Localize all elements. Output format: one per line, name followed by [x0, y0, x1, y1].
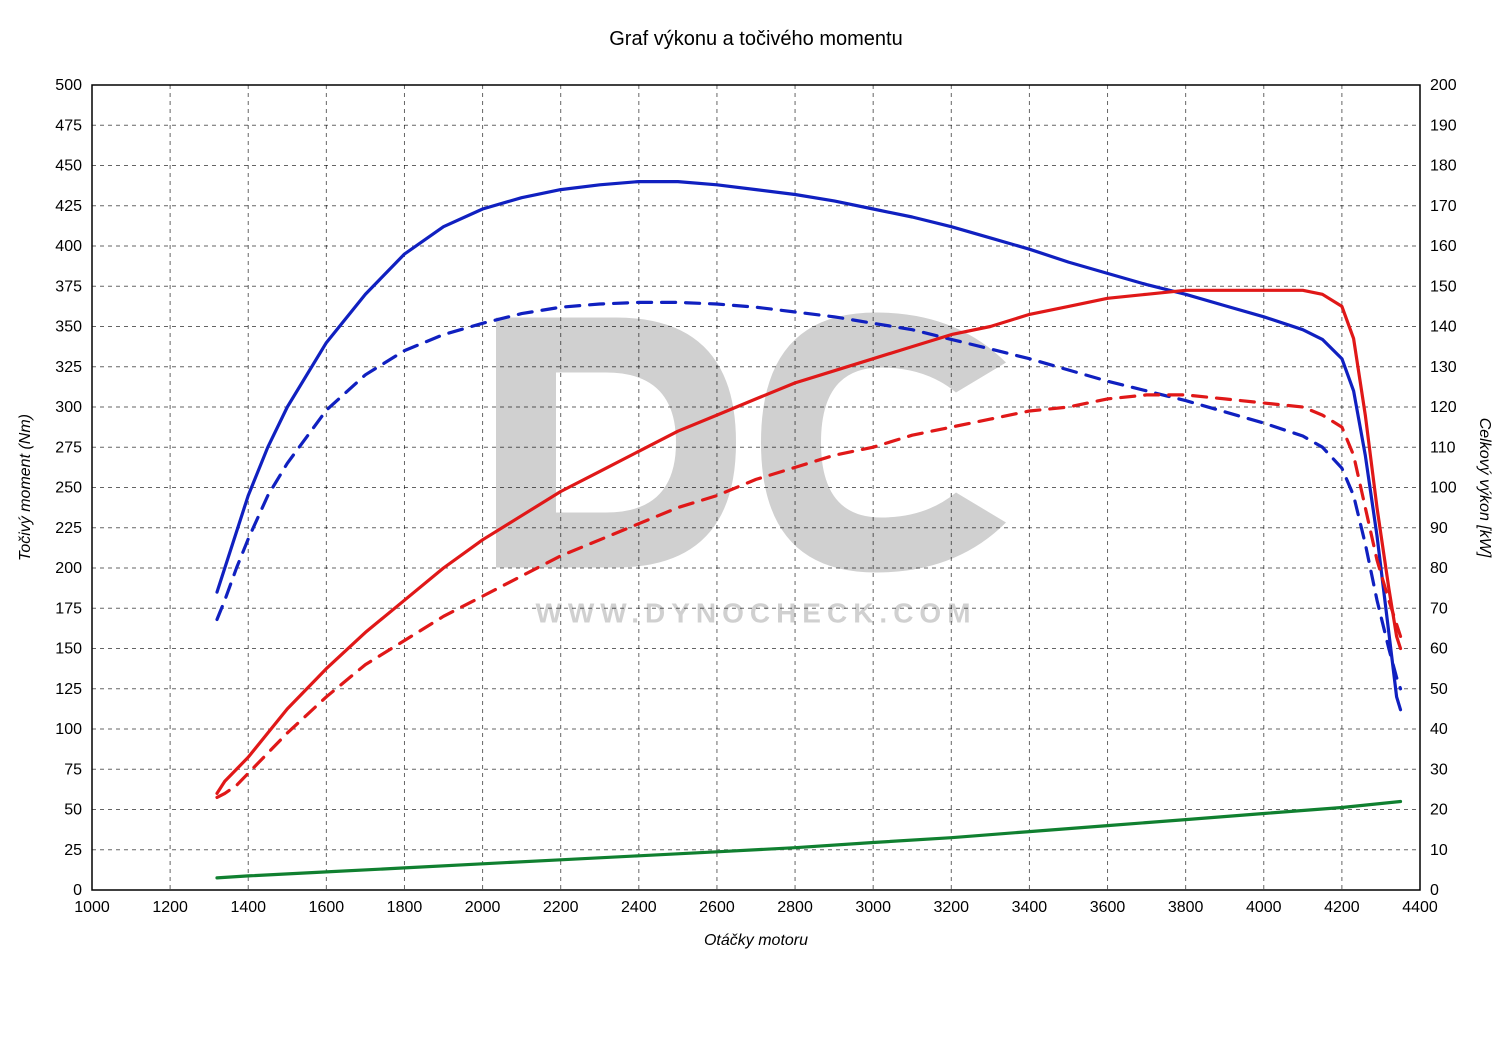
y-right-ticks: 0 10 20 30 40 50 60 70 80 90 100 110 120 130 140 150 160…: [1430, 77, 1457, 899]
y-left-ticks: 0 25 50 75 100 125 150 175 200 225 250 275 300 325 350…: [55, 77, 82, 899]
svg-text:4200: 4200: [1324, 899, 1360, 916]
svg-text:1600: 1600: [309, 899, 345, 916]
svg-text:2800: 2800: [777, 899, 813, 916]
svg-text:WWW.DYNOCHECK.COM: WWW.DYNOCHECK.COM: [535, 598, 976, 629]
svg-text:20: 20: [1430, 802, 1448, 819]
svg-text:0: 0: [1430, 882, 1439, 899]
grid: [92, 85, 1420, 890]
svg-text:1800: 1800: [387, 899, 423, 916]
x-ticks: 1000 1200 1400 1600 1800 2000 2200 2400 2600 2800…: [74, 899, 1438, 916]
svg-text:40: 40: [1430, 721, 1448, 738]
svg-text:100: 100: [1430, 480, 1457, 497]
svg-text:3800: 3800: [1168, 899, 1204, 916]
svg-text:0: 0: [73, 882, 82, 899]
svg-text:50: 50: [1430, 681, 1448, 698]
svg-text:2000: 2000: [465, 899, 501, 916]
svg-text:2200: 2200: [543, 899, 579, 916]
svg-text:150: 150: [1430, 278, 1457, 295]
svg-text:475: 475: [55, 117, 82, 134]
svg-text:1000: 1000: [74, 899, 110, 916]
svg-text:25: 25: [64, 842, 82, 859]
svg-text:30: 30: [1430, 761, 1448, 778]
svg-text:3200: 3200: [933, 899, 969, 916]
svg-text:4000: 4000: [1246, 899, 1282, 916]
svg-text:225: 225: [55, 520, 82, 537]
svg-text:175: 175: [55, 600, 82, 617]
chart-container: WWW.DYNOCHECK.COM10001200140016001800200…: [0, 0, 1500, 1041]
svg-text:375: 375: [55, 278, 82, 295]
svg-text:2600: 2600: [699, 899, 735, 916]
svg-text:90: 90: [1430, 520, 1448, 537]
svg-text:2400: 2400: [621, 899, 657, 916]
y-right-label: Celkový výkon [kW]: [1476, 418, 1493, 558]
svg-text:150: 150: [55, 641, 82, 658]
dyno-chart: WWW.DYNOCHECK.COM10001200140016001800200…: [0, 0, 1500, 1041]
svg-text:275: 275: [55, 439, 82, 456]
svg-text:110: 110: [1430, 439, 1456, 456]
svg-text:125: 125: [55, 681, 82, 698]
x-axis-label: Otáčky motoru: [704, 932, 808, 949]
chart-title: Graf výkonu a točivého momentu: [609, 28, 902, 50]
svg-text:3000: 3000: [855, 899, 891, 916]
svg-text:3600: 3600: [1090, 899, 1126, 916]
svg-text:10: 10: [1430, 842, 1448, 859]
svg-text:190: 190: [1430, 117, 1457, 134]
svg-text:400: 400: [55, 238, 82, 255]
svg-text:170: 170: [1430, 198, 1457, 215]
svg-text:350: 350: [55, 319, 82, 336]
svg-text:60: 60: [1430, 641, 1448, 658]
svg-text:425: 425: [55, 198, 82, 215]
svg-text:180: 180: [1430, 158, 1457, 175]
y-left-label: Točivý moment (Nm): [17, 414, 34, 561]
svg-text:450: 450: [55, 158, 82, 175]
svg-text:200: 200: [1430, 77, 1457, 94]
svg-text:50: 50: [64, 802, 82, 819]
svg-text:75: 75: [64, 761, 82, 778]
svg-text:300: 300: [55, 399, 82, 416]
svg-text:325: 325: [55, 359, 82, 376]
svg-text:130: 130: [1430, 359, 1457, 376]
svg-text:120: 120: [1430, 399, 1457, 416]
svg-text:200: 200: [55, 560, 82, 577]
series-loss_power: [217, 802, 1401, 878]
svg-text:140: 140: [1430, 319, 1457, 336]
svg-text:3400: 3400: [1012, 899, 1048, 916]
svg-text:80: 80: [1430, 560, 1448, 577]
watermark: WWW.DYNOCHECK.COM: [496, 313, 1006, 629]
svg-text:250: 250: [55, 480, 82, 497]
svg-text:500: 500: [55, 77, 82, 94]
svg-text:100: 100: [55, 721, 82, 738]
svg-text:1200: 1200: [152, 899, 188, 916]
svg-text:4400: 4400: [1402, 899, 1438, 916]
svg-text:1400: 1400: [230, 899, 266, 916]
svg-text:70: 70: [1430, 600, 1448, 617]
svg-text:160: 160: [1430, 238, 1457, 255]
